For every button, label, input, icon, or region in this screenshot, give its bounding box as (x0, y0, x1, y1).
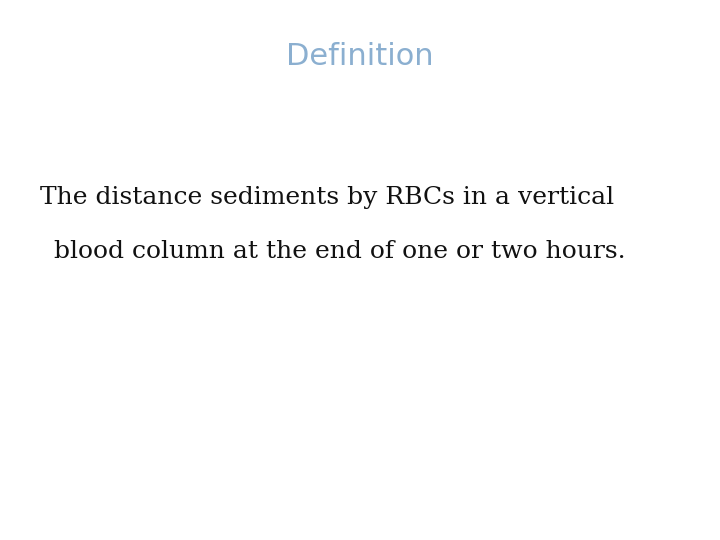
Text: Definition: Definition (286, 42, 434, 71)
Text: The distance sediments by RBCs in a vertical: The distance sediments by RBCs in a vert… (40, 186, 613, 208)
Text: blood column at the end of one or two hours.: blood column at the end of one or two ho… (54, 240, 626, 262)
